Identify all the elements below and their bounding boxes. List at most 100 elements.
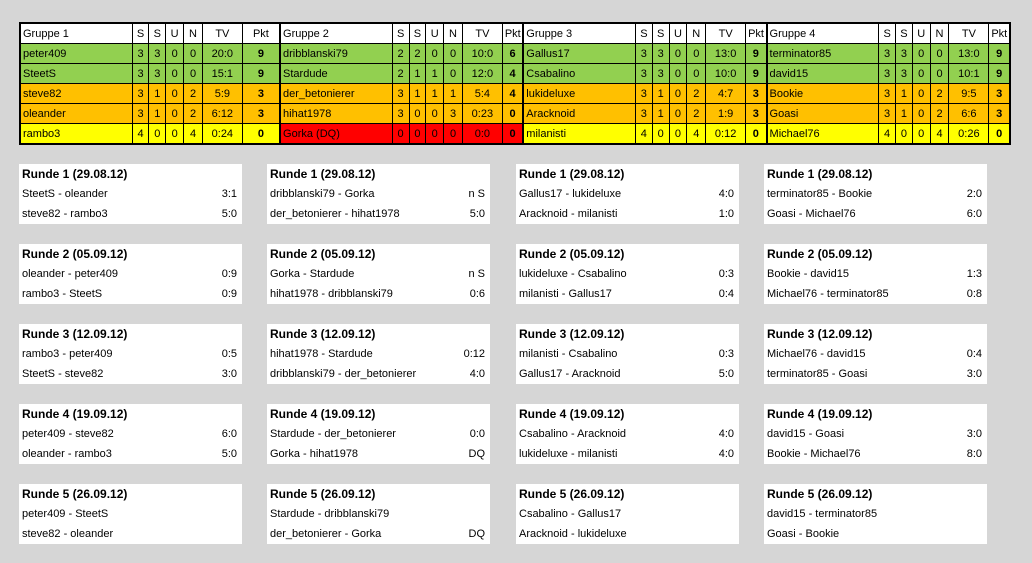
match-pair: Goasi - Bookie — [767, 528, 840, 540]
stat-s1: 3 — [878, 63, 896, 84]
player-name: hihat1978 — [279, 103, 393, 124]
stat-s1: 3 — [878, 43, 896, 64]
stat-tv: 12:0 — [461, 63, 503, 84]
match-result: 0:3 — [718, 268, 734, 280]
column-header: N — [686, 22, 707, 44]
column-header: N — [929, 22, 950, 44]
match-pair: terminator85 - Goasi — [767, 368, 868, 380]
match-result: 0:9 — [221, 288, 237, 300]
stat-s2: 1 — [895, 83, 913, 104]
match-line: Aracknoid - lukideluxe — [519, 528, 734, 540]
match-pair: SteetS - oleander — [22, 188, 108, 200]
match-pair: steve82 - rambo3 — [22, 208, 108, 220]
round-title: Runde 4 (19.09.12) — [22, 407, 128, 421]
match-line: dribblanski79 - Gorka n S — [270, 188, 485, 200]
round-title: Runde 3 (12.09.12) — [767, 327, 873, 341]
player-name: dribblanski79 — [279, 43, 393, 64]
player-name: der_betonierer — [279, 83, 393, 104]
player-name: david15 — [765, 63, 880, 84]
stat-u: 0 — [668, 43, 688, 64]
stat-n: 0 — [443, 123, 463, 145]
stat-s2: 1 — [408, 63, 427, 84]
stat-s1: 3 — [131, 103, 150, 124]
player-name: Stardude — [279, 63, 393, 84]
match-result: 4:0 — [718, 188, 734, 200]
match-line: Aracknoid - milanisti 1:0 — [519, 208, 734, 220]
match-line: Gallus17 - lukideluxe 4:0 — [519, 188, 734, 200]
stat-s2: 1 — [408, 83, 427, 104]
standings-table: Gruppe 1 S S U N TV Pkt Gruppe 2 S S U N TV Pkt Gruppe… — [18, 22, 1012, 145]
stat-s2: 3 — [651, 63, 670, 84]
match-line: Michael76 - david15 0:4 — [767, 348, 982, 360]
round-title: Runde 3 (12.09.12) — [270, 327, 376, 341]
player-name: SteetS — [18, 63, 133, 84]
stat-s2: 1 — [148, 83, 167, 104]
round-title: Runde 2 (05.09.12) — [767, 247, 873, 261]
match-result: n S — [468, 268, 485, 280]
stat-n: 2 — [183, 103, 203, 124]
match-pair: dribblanski79 - Gorka — [270, 188, 375, 200]
round-box: Runde 1 (29.08.12) dribblanski79 - Gorka n… — [267, 164, 490, 224]
round-box: Runde 4 (19.09.12) Csabalino - Aracknoid 4… — [516, 404, 739, 464]
stat-s1: 0 — [391, 123, 410, 145]
match-line: terminator85 - Bookie 2:0 — [767, 188, 982, 200]
match-line: SteetS - oleander 3:1 — [22, 188, 237, 200]
match-result: 0:3 — [718, 348, 734, 360]
stat-pkt: 0 — [988, 123, 1012, 145]
match-pair: rambo3 - peter409 — [22, 348, 113, 360]
match-line: SteetS - steve82 3:0 — [22, 368, 237, 380]
match-pair: Gallus17 - Aracknoid — [519, 368, 621, 380]
round-box: Runde 2 (05.09.12) lukideluxe - Csabalino… — [516, 244, 739, 304]
match-line: Stardude - dribblanski79 — [270, 508, 485, 520]
stat-tv: 6:12 — [201, 103, 243, 124]
stat-s2: 1 — [651, 83, 670, 104]
match-result: DQ — [468, 448, 486, 460]
match-result: 8:0 — [966, 448, 982, 460]
match-result: 6:0 — [221, 428, 237, 440]
round-box: Runde 3 (12.09.12) hihat1978 - Stardude 0:… — [267, 324, 490, 384]
match-line: oleander - rambo3 5:0 — [22, 448, 237, 460]
round-box: Runde 2 (05.09.12) Bookie - david15 1:3 Mic… — [764, 244, 987, 304]
stat-tv: 5:9 — [201, 83, 243, 104]
stat-s1: 3 — [878, 103, 896, 124]
match-result: 0:9 — [221, 268, 237, 280]
match-line: Goasi - Bookie — [767, 528, 982, 540]
round-title: Runde 1 (29.08.12) — [519, 167, 625, 181]
stat-u: 0 — [165, 43, 185, 64]
table-row: SteetS 3 3 0 0 15:1 9 Stardude 2 1 1 0 12:0 4 Csabalin… — [18, 63, 1012, 84]
stat-s1: 3 — [634, 83, 653, 104]
stat-tv: 0:26 — [948, 123, 990, 145]
stat-s2: 3 — [651, 43, 670, 64]
match-line: Stardude - der_betonierer 0:0 — [270, 428, 485, 440]
match-result: 5:0 — [469, 208, 485, 220]
stat-tv: 4:7 — [705, 83, 747, 104]
column-header: U — [165, 22, 185, 44]
match-pair: steve82 - oleander — [22, 528, 114, 540]
stat-tv: 10:0 — [705, 63, 747, 84]
stat-s2: 0 — [408, 123, 427, 145]
match-result: 4:0 — [718, 428, 734, 440]
round-box: Runde 5 (26.09.12) Csabalino - Gallus17 Ar… — [516, 484, 739, 544]
match-line: Goasi - Michael76 6:0 — [767, 208, 982, 220]
match-line: Gorka - Stardude n S — [270, 268, 485, 280]
match-line: Csabalino - Gallus17 — [519, 508, 734, 520]
player-name: peter409 — [18, 43, 133, 64]
stat-n: 1 — [443, 83, 463, 104]
column-header: N — [183, 22, 203, 44]
match-pair: Gallus17 - lukideluxe — [519, 188, 622, 200]
stat-s1: 2 — [391, 43, 410, 64]
stat-u: 0 — [165, 63, 185, 84]
match-line: rambo3 - peter409 0:5 — [22, 348, 237, 360]
stat-tv: 10:0 — [461, 43, 503, 64]
round-title: Runde 2 (05.09.12) — [22, 247, 128, 261]
stat-n: 3 — [443, 103, 463, 124]
player-name: Aracknoid — [522, 103, 636, 124]
round-title: Runde 5 (26.09.12) — [270, 487, 376, 501]
stat-n: 0 — [183, 43, 203, 64]
stat-pkt: 0 — [241, 123, 282, 145]
match-result: 0:5 — [221, 348, 237, 360]
column-header: Pkt — [241, 22, 282, 44]
column-header: S — [878, 22, 896, 44]
stat-n: 4 — [686, 123, 707, 145]
match-pair: Bookie - Michael76 — [767, 448, 861, 460]
